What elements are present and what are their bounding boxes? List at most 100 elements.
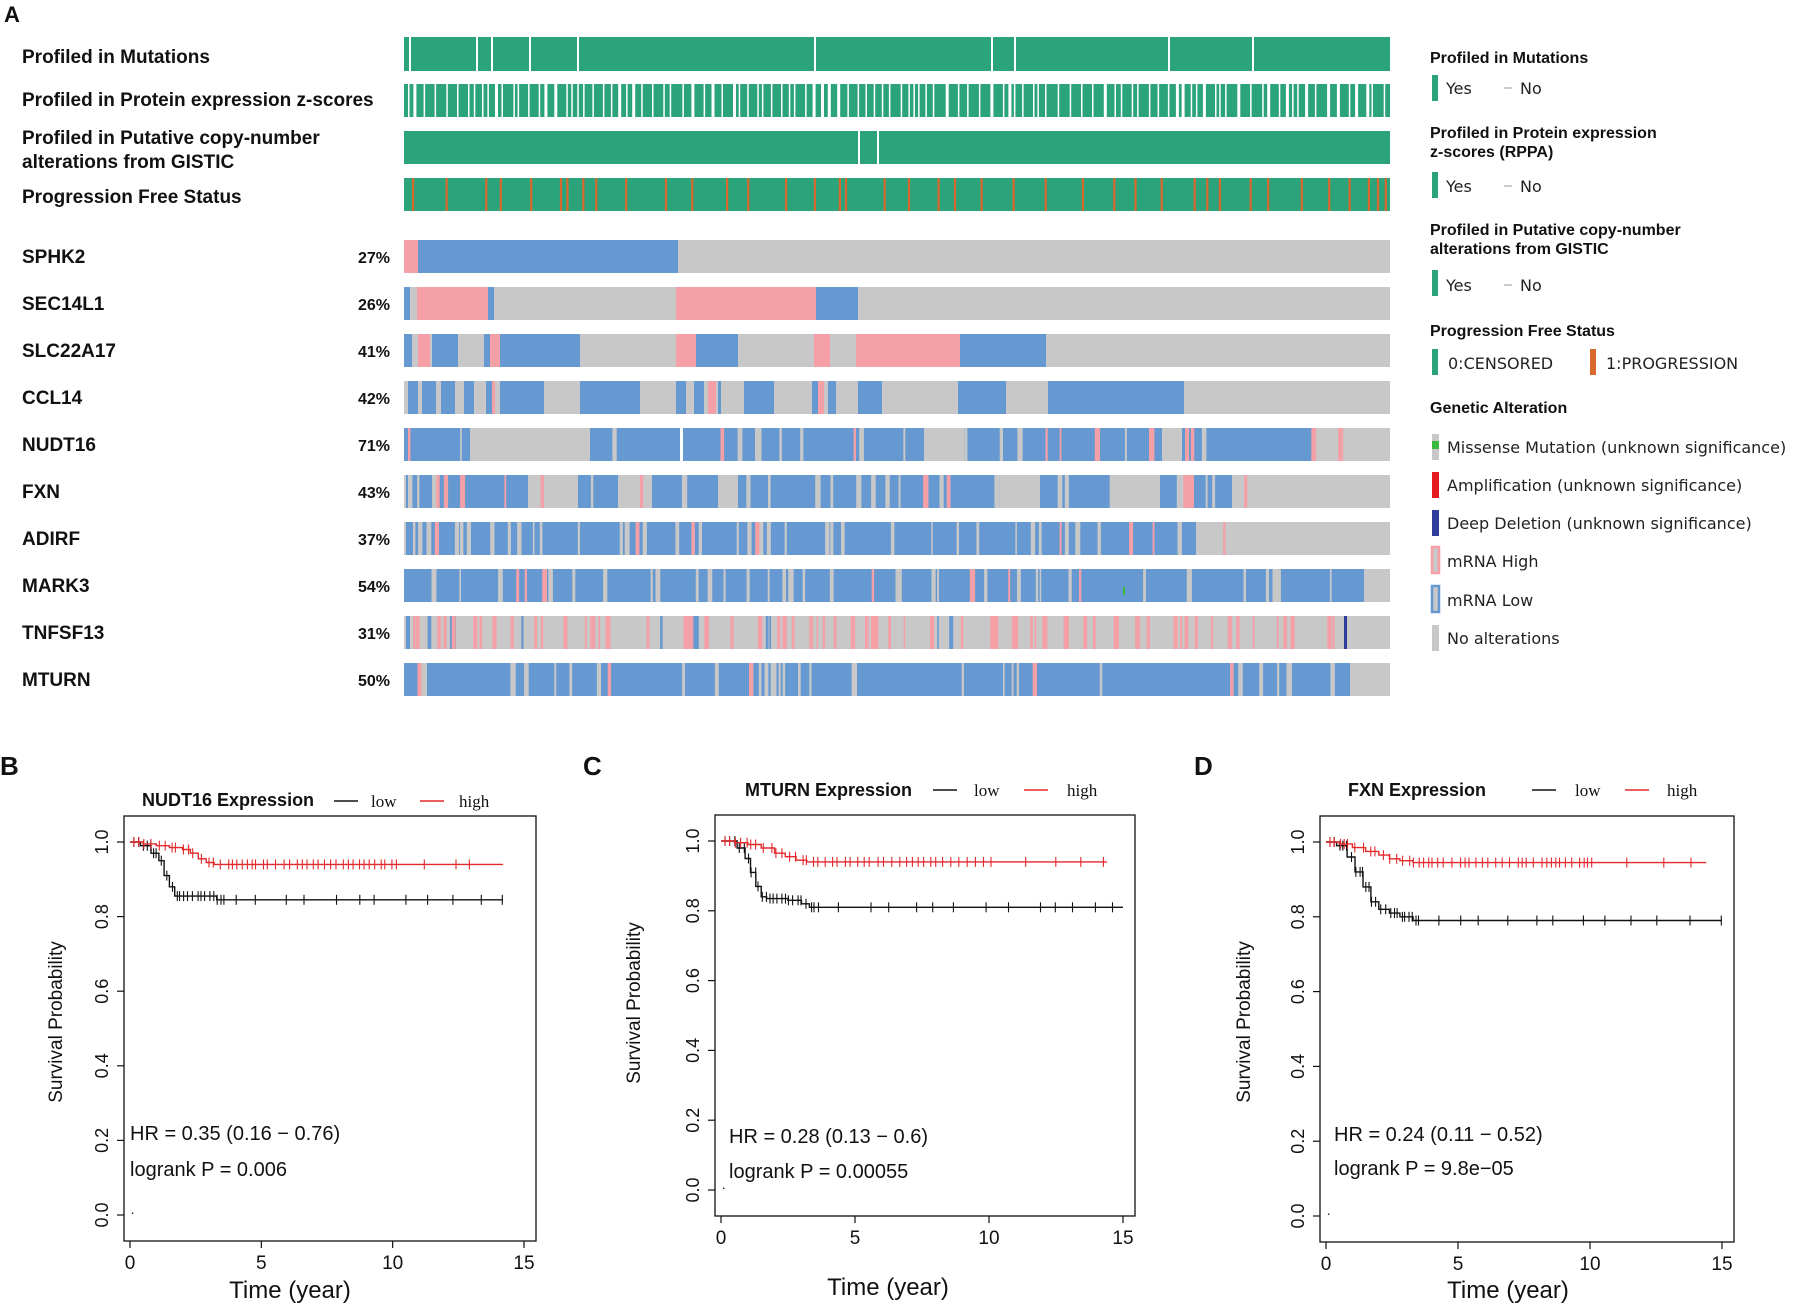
alteration-stripe <box>1039 569 1042 602</box>
alteration-stripe <box>683 616 689 649</box>
alteration-block <box>484 334 492 367</box>
alteration-stripe <box>577 522 580 555</box>
alteration-stripe <box>1149 428 1155 461</box>
alteration-block <box>856 334 960 367</box>
track-bar <box>404 131 1390 164</box>
alteration-block <box>622 475 652 508</box>
alteration-stripe <box>1064 522 1069 555</box>
legend-protein-title: Profiled in Protein expression <box>1430 125 1657 142</box>
track-gap <box>691 84 695 117</box>
alteration-block <box>404 569 1364 602</box>
progression-mark <box>499 178 502 211</box>
alteration-stripe <box>618 475 623 508</box>
alteration-stripe <box>1038 522 1042 555</box>
alteration-stripe <box>1030 522 1036 555</box>
gene-percent: 31% <box>358 626 390 643</box>
km-title: NUDT16 Expression <box>142 790 314 810</box>
alteration-stripe <box>524 663 529 696</box>
alteration-stripe <box>1238 663 1243 696</box>
track-gap <box>1250 84 1252 117</box>
alteration-block <box>404 240 418 273</box>
alteration-stripe <box>1252 616 1255 649</box>
progression-mark <box>445 178 448 211</box>
track-gap <box>1175 84 1179 117</box>
track-gap <box>1237 84 1241 117</box>
track-gap <box>1120 84 1123 117</box>
y-axis-label: Survival Probability <box>1234 941 1255 1103</box>
track-gap <box>918 84 920 117</box>
gene-label: SLC22A17 <box>22 341 116 362</box>
track-gap <box>925 84 927 117</box>
gene-label: MARK3 <box>22 576 90 597</box>
track-gap <box>1157 84 1160 117</box>
y-tick-label: 0.8 <box>92 904 112 929</box>
legend-amplification-label: Amplification (unknown significance) <box>1447 476 1742 495</box>
track-gap <box>413 84 417 117</box>
panel-c-letter: C <box>583 751 602 781</box>
alteration-stripe <box>1227 616 1232 649</box>
track-gap <box>827 84 831 117</box>
alteration-stripe <box>451 616 456 649</box>
track-gap <box>513 84 515 117</box>
track-gap <box>434 84 437 117</box>
legend-no-label: No <box>1520 79 1542 98</box>
track-gap <box>1297 84 1299 117</box>
alteration-block <box>470 428 590 461</box>
alteration-stripe <box>707 569 713 602</box>
legend-no-label: No <box>1520 177 1542 196</box>
gene-percent: 50% <box>358 673 390 690</box>
x-tick-label: 5 <box>256 1253 267 1274</box>
alteration-stripe <box>737 428 743 461</box>
legend-no-label: No <box>1520 276 1542 295</box>
y-tick-label: 0.2 <box>1288 1129 1308 1154</box>
hr-text: HR = 0.28 (0.13 − 0.6) <box>729 1126 928 1148</box>
track-bar <box>404 37 1390 71</box>
progression-mark <box>1367 178 1370 211</box>
alteration-stripe <box>1201 428 1207 461</box>
alteration-stripe <box>1079 569 1082 602</box>
alteration-stripe <box>1177 522 1182 555</box>
alteration-stripe <box>1176 475 1181 508</box>
track-gap <box>1314 84 1317 117</box>
alteration-stripe <box>1032 475 1037 508</box>
alteration-stripe <box>749 663 754 696</box>
track-gap <box>669 84 672 117</box>
alteration-block <box>406 616 410 649</box>
alteration-stripe <box>770 663 777 696</box>
track-gap <box>1190 84 1193 117</box>
track-gap <box>409 37 411 71</box>
alteration-block <box>676 287 816 320</box>
track-gap <box>991 37 993 71</box>
alteration-block <box>708 381 716 414</box>
alteration-stripe <box>1274 475 1279 508</box>
alteration-block <box>960 334 1046 367</box>
track-gap <box>1103 84 1107 117</box>
y-tick-label: 0.0 <box>92 1202 112 1227</box>
alteration-stripe <box>782 616 787 649</box>
track-label-cna: Profiled in Putative copy-number <box>22 128 320 149</box>
track-gap <box>1137 84 1139 117</box>
alteration-stripe <box>590 475 594 508</box>
alteration-block <box>812 381 818 414</box>
alteration-stripe <box>730 616 734 649</box>
alteration-block <box>958 381 1006 414</box>
alteration-block <box>744 381 774 414</box>
alteration-stripe <box>841 522 845 555</box>
alteration-stripe <box>1243 569 1246 602</box>
alteration-stripe <box>1045 428 1048 461</box>
legend-mrna-high-swatch <box>1430 545 1441 575</box>
track-gap <box>1348 84 1351 117</box>
alteration-stripe <box>598 616 600 649</box>
alteration-block <box>488 287 494 320</box>
y-tick-label: 0.2 <box>683 1108 703 1133</box>
track-gap <box>721 84 723 117</box>
alteration-stripe <box>1124 428 1127 461</box>
panel-b-letter: B <box>0 751 19 781</box>
alteration-stripe <box>1032 663 1037 696</box>
alteration-stripe <box>569 663 573 696</box>
track-gap <box>1045 84 1047 117</box>
x-tick-label: 10 <box>382 1253 403 1274</box>
alteration-stripe <box>755 522 761 555</box>
alteration-stripe <box>510 616 514 649</box>
